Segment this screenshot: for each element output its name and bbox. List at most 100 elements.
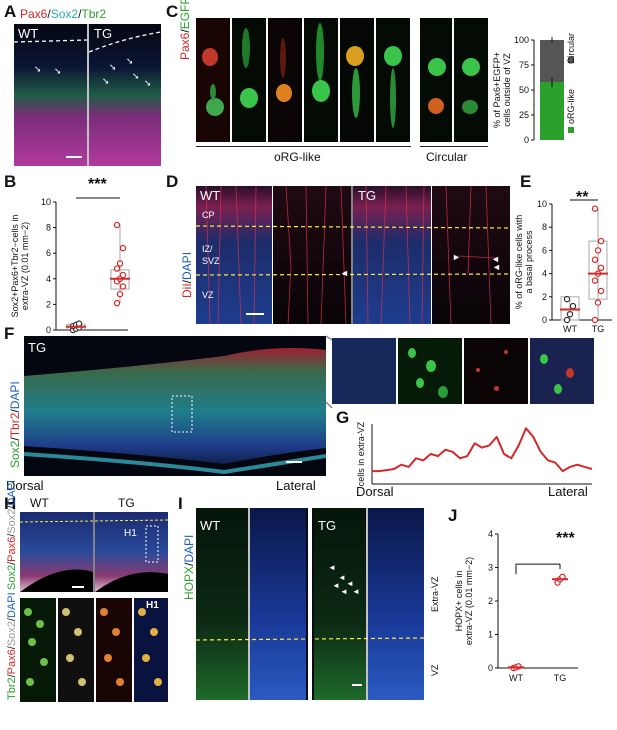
panel-label-d: D (166, 172, 179, 191)
org-underline (196, 146, 411, 147)
y-axis-label-line: extra-VZ (0.01 mm−2) (20, 222, 30, 310)
egfp-text: EGFP (178, 0, 192, 30)
pax6-text: Pax6 (20, 7, 48, 21)
data-point (566, 310, 574, 318)
x-tick-label: TG (592, 324, 605, 334)
panel-a-image: ➘ ➘ ➘ ➘ ➘ ➘ ➘ WT TG (14, 24, 161, 166)
panel-h-side-label-top: Sox2/Pax6/Sox2/DAPI (6, 480, 18, 590)
svg-text:➘: ➘ (132, 71, 140, 81)
label-lateral: Lateral (548, 484, 588, 499)
panel-a-svg: ➘ ➘ ➘ ➘ ➘ ➘ ➘ (14, 24, 161, 166)
y-axis-label: % of Pax6+EGFP+cells outside of VZ (492, 52, 512, 128)
y-axis-label: % of oRG-like cells witha basal process (514, 215, 534, 310)
data-point (597, 264, 605, 272)
series-line (372, 427, 593, 473)
x-tick-label: WT (563, 324, 577, 334)
panel-d-svg: ◄◄◄► (196, 186, 510, 324)
svg-text:►: ► (452, 252, 461, 262)
label-tg: TG (118, 496, 135, 510)
chart-c: 0 25 50 75 100 Circular oRG-like % of Pax6+EGFP… (492, 33, 576, 145)
cell-blob (26, 678, 34, 686)
sox2-text: Sox2 (6, 508, 18, 534)
svg-text:◄: ◄ (346, 579, 354, 588)
micrograph-tile (96, 598, 132, 702)
y-axis-label-line: extra-VZ (0.01 mm−2) (464, 557, 474, 645)
y-tick-label: 25 (519, 110, 529, 120)
cell-blob (504, 350, 508, 354)
label-cp: CP (202, 210, 215, 220)
chart-e: 0 2 4 6 8 10 WT TG % of oRG-like cells witha bas… (514, 199, 612, 334)
panel-i-image: ◄ ◄ ◄ ◄ ◄ ◄ WT TG (196, 508, 424, 700)
y-axis-label-line: HOPX+ cells in (454, 571, 464, 632)
micrograph-tile (398, 338, 462, 404)
panel-label-e: E (520, 172, 532, 191)
y-axis-label: Sox2+Pax6+Tbr2−cells inextra-VZ (0.01 mm… (10, 215, 30, 318)
micrograph-tile (232, 18, 266, 142)
cell-blob (494, 386, 499, 391)
cell-blob (566, 368, 574, 378)
label-extra-vz: Extra-VZ (430, 576, 440, 612)
bar-org-like (540, 82, 564, 140)
panel-c-tiles (196, 18, 488, 142)
micrograph-tile (332, 338, 396, 404)
micrograph-tile (58, 598, 94, 702)
y-tick-label: 0 (524, 135, 529, 145)
label-lateral: Lateral (276, 478, 316, 493)
micrograph-tile (376, 18, 410, 142)
chart-j: 0 1 2 3 4 WT TG HOPX+ cells inextra-VZ (0.01 mm… (454, 529, 578, 683)
sep: / (6, 561, 18, 565)
sep: / (178, 29, 192, 33)
data-point (569, 302, 577, 310)
y-tick-label: 0 (46, 325, 51, 335)
group-org-like: oRG-like (274, 150, 321, 164)
label-dorsal: Dorsal (356, 484, 394, 499)
label-tg: TG (358, 188, 377, 203)
panel-label-i: I (178, 494, 183, 513)
y-tick-label: 4 (542, 269, 547, 279)
data-point (594, 299, 602, 306)
label-wt: WT (200, 188, 221, 203)
cell-blob (74, 628, 82, 636)
cell-blob (428, 98, 444, 114)
y-axis-label-line: cells in extra-VZ (356, 421, 366, 486)
sep: / (182, 562, 196, 566)
cell-blob (154, 678, 162, 686)
svg-text:➘: ➘ (126, 56, 134, 66)
y-tick-label: 100 (514, 35, 529, 45)
sep: / (8, 437, 22, 441)
panel-label-g: G (336, 408, 350, 427)
cell-blob (100, 608, 108, 616)
dapi-text: DAPI (180, 251, 194, 280)
y-tick-label: 10 (537, 199, 547, 209)
y-tick-label: 75 (519, 60, 529, 70)
panel-h-top-svg (20, 512, 168, 592)
label-tg: TG (94, 26, 113, 41)
data-point (591, 205, 599, 212)
y-tick-label: 2 (46, 299, 51, 309)
cell-blob (352, 68, 360, 118)
label-dorsal: Dorsal (6, 478, 44, 493)
y-tick-label: 10 (41, 197, 51, 207)
data-point (116, 290, 124, 298)
panel-f-image: TG (24, 336, 326, 476)
cell-blob (476, 368, 480, 372)
y-tick-label: 3 (488, 563, 493, 573)
cell-blob (462, 100, 478, 114)
micrograph-tile (134, 598, 168, 702)
dii-text: DiI (180, 283, 194, 298)
y-tick-label: 50 (519, 85, 529, 95)
panel-i-svg: ◄◄◄◄◄ ◄ (196, 508, 424, 700)
cell-blob (316, 23, 324, 81)
data-point (563, 316, 571, 324)
cell-blob (346, 46, 364, 66)
svg-text:◄: ◄ (328, 563, 336, 572)
cell-blob (462, 58, 480, 76)
svg-text:◄: ◄ (340, 587, 348, 596)
micrograph-tile (340, 18, 374, 142)
label-vz: VZ (430, 664, 440, 676)
y-axis-label: # of Sox2+Tbr2−cells in extra-VZ (356, 420, 366, 487)
panel-label-a: A (4, 2, 17, 21)
dapi-text: DAPI (8, 381, 22, 410)
panel-h-side-label-bottom: Tbr2/Pax6/Sox2/DAPI (6, 592, 18, 700)
data-point (594, 247, 602, 254)
